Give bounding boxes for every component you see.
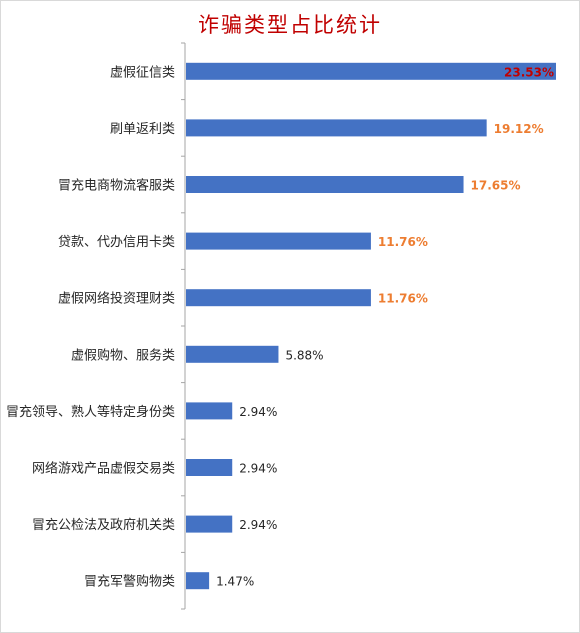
category-label: 冒充公检法及政府机关类 xyxy=(32,517,175,533)
bar xyxy=(186,289,371,307)
category-label: 冒充军警购物类 xyxy=(84,574,175,590)
value-label: 5.88% xyxy=(285,348,323,362)
category-label: 网络游戏产品虚假交易类 xyxy=(32,461,175,477)
category-label: 虚假网络投资理财类 xyxy=(58,291,175,307)
value-label: 17.65% xyxy=(471,179,521,193)
category-label: 冒充电商物流客服类 xyxy=(58,178,175,194)
value-label: 2.94% xyxy=(239,518,277,532)
category-label: 冒充领导、熟人等特定身份类 xyxy=(6,404,175,420)
category-label: 贷款、代办信用卡类 xyxy=(58,235,175,250)
bar xyxy=(186,572,210,590)
bar xyxy=(186,515,233,533)
value-label: 11.76% xyxy=(378,235,428,249)
value-label: 11.76% xyxy=(378,292,428,306)
bar xyxy=(186,459,233,476)
bar xyxy=(186,345,279,363)
bar xyxy=(186,232,371,250)
value-label: 23.53% xyxy=(504,65,554,79)
value-label: 1.47% xyxy=(216,575,254,589)
chart-title: 诈骗类型占比统计 xyxy=(198,13,382,37)
value-label: 2.94% xyxy=(239,462,277,476)
bar xyxy=(186,62,556,80)
value-label: 2.94% xyxy=(239,405,277,419)
value-label: 19.12% xyxy=(494,122,544,136)
category-label: 虚假征信类 xyxy=(110,65,175,80)
bar xyxy=(186,119,487,137)
bar xyxy=(186,402,233,420)
category-label: 刷单返利类 xyxy=(110,122,175,137)
bar xyxy=(186,176,464,193)
category-label: 虚假购物、服务类 xyxy=(71,347,175,363)
